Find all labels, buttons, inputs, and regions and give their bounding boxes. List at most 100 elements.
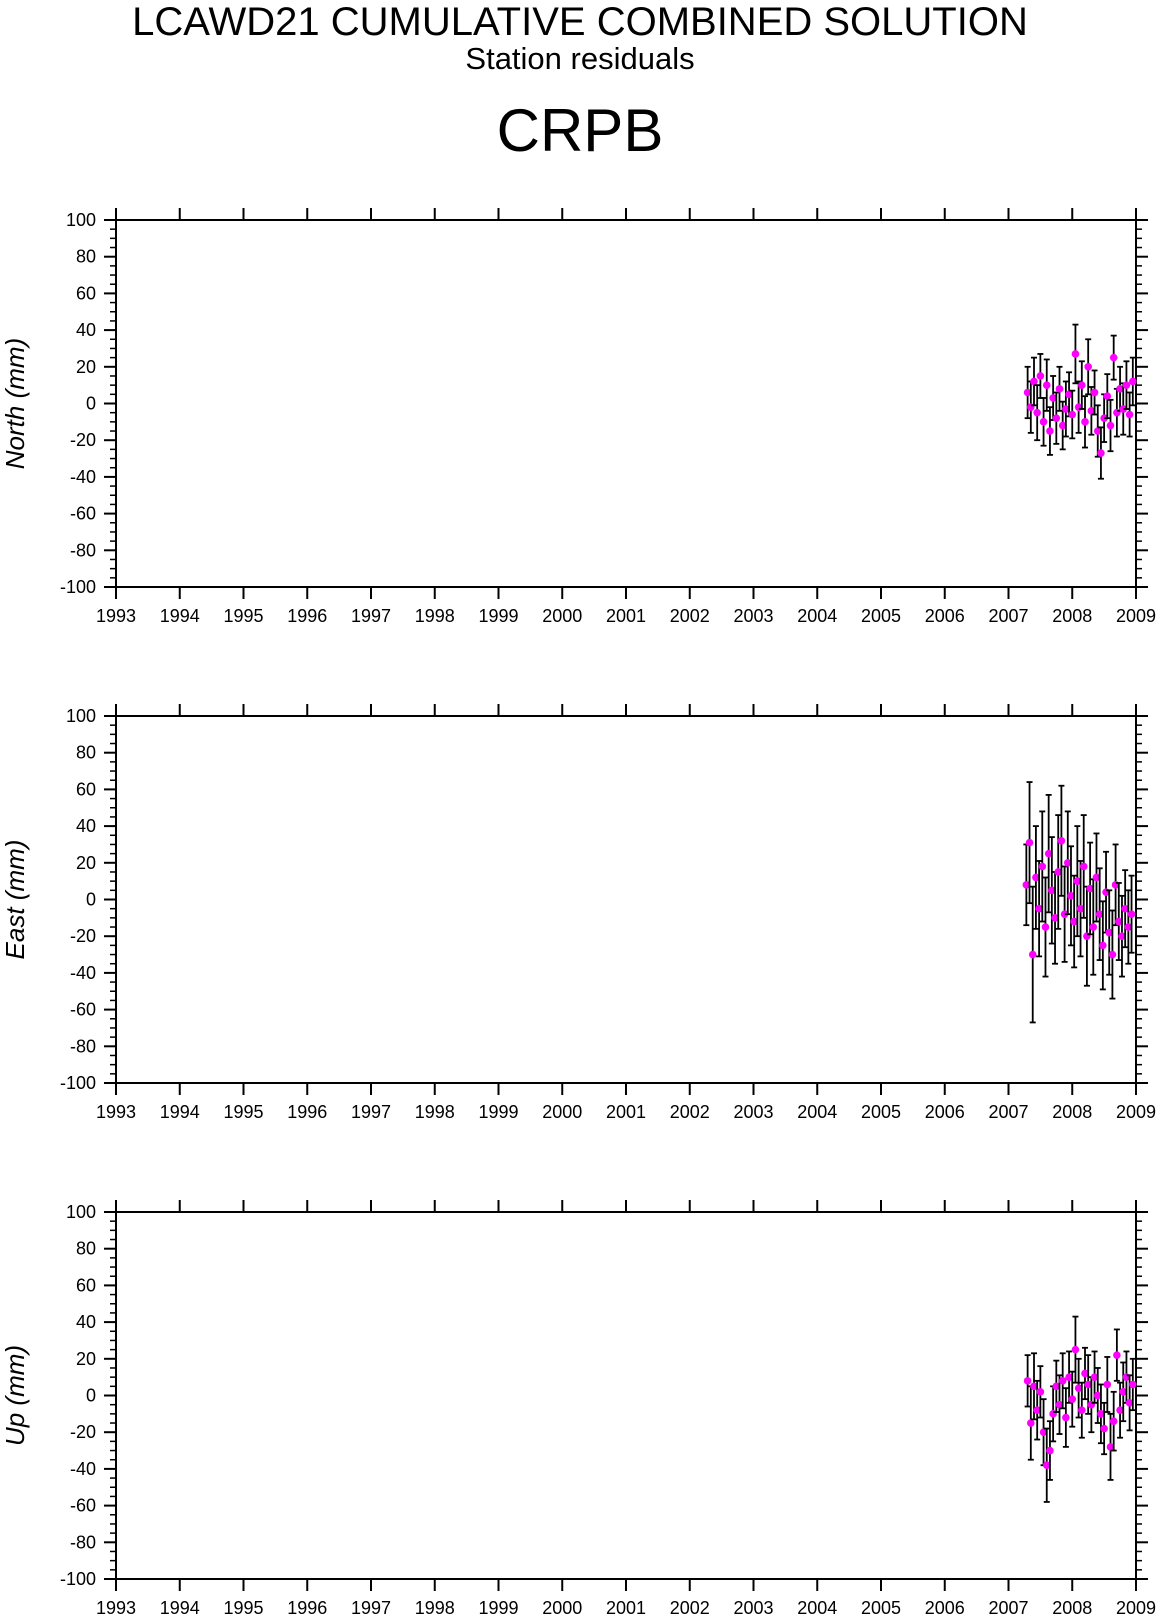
east-data-point <box>1060 910 1069 918</box>
chart-title: LCAWD21 CUMULATIVE COMBINED SOLUTION <box>132 0 1028 44</box>
east-data-point <box>1051 914 1059 922</box>
east-y-axis-label: East (mm) <box>0 840 30 960</box>
up-data-point <box>1090 1373 1099 1381</box>
north-data-point <box>1116 385 1124 393</box>
east-data-point <box>1057 836 1066 845</box>
north-y-tick-label: 20 <box>76 357 96 377</box>
east-data-point <box>1028 950 1037 959</box>
north-data-point <box>1023 388 1032 397</box>
up-x-tick-label: 2007 <box>988 1598 1028 1618</box>
up-y-tick-label: -80 <box>70 1532 96 1552</box>
up-x-tick-label: 2008 <box>1052 1598 1092 1618</box>
east-y-tick-label: -20 <box>70 926 96 946</box>
north-data-point <box>1078 381 1086 389</box>
north-y-tick-label: -60 <box>70 504 96 524</box>
east-data-point <box>1032 873 1040 882</box>
north-data-point <box>1071 350 1080 358</box>
up-x-tick-label: 2005 <box>861 1598 901 1618</box>
north-x-tick-label: 2000 <box>542 606 582 626</box>
east-y-tick-label: 0 <box>86 890 96 910</box>
east-data-point <box>1022 881 1031 889</box>
north-x-tick-label: 1998 <box>415 606 455 626</box>
north-y-tick-label: 60 <box>76 283 96 303</box>
north-data-point <box>1129 377 1137 386</box>
up-x-tick-label: 1996 <box>287 1598 327 1618</box>
chart-subtitle: Station residuals <box>465 41 695 76</box>
east-y-tick-label: 40 <box>76 816 96 836</box>
up-data-point <box>1042 1461 1051 1470</box>
north-data-point <box>1065 390 1073 399</box>
east-x-tick-label: 2003 <box>733 1102 773 1122</box>
up-data-point <box>1027 1419 1035 1427</box>
up-x-tick-label: 2006 <box>925 1598 965 1618</box>
up-x-tick-label: 1995 <box>223 1598 263 1618</box>
up-plot-frame <box>115 1211 1137 1580</box>
north-x-tick-label: 1997 <box>351 606 391 626</box>
north-x-tick-label: 2007 <box>988 606 1028 626</box>
east-plot-frame <box>115 715 1137 1084</box>
up-data-point <box>1039 1428 1048 1436</box>
north-data-point <box>1093 427 1102 435</box>
up-y-axis-label: Up (mm) <box>0 1345 30 1446</box>
up-data-point <box>1065 1373 1073 1381</box>
east-x-tick-label: 2000 <box>542 1102 582 1122</box>
east-x-tick-label: 2001 <box>606 1102 646 1122</box>
up-data-point <box>1062 1413 1070 1422</box>
up-data-point <box>1030 1382 1038 1391</box>
east-data-point <box>1035 904 1043 913</box>
east-data-point <box>1121 904 1129 913</box>
east-data-point <box>1067 892 1075 900</box>
north-x-tick-label: 2006 <box>925 606 965 626</box>
north-data-point <box>1100 414 1108 422</box>
north-data-point <box>1039 418 1048 426</box>
up-data-point <box>1068 1395 1077 1403</box>
east-data-point <box>1124 923 1133 931</box>
up-x-tick-label: 2002 <box>670 1598 710 1618</box>
up-data-point <box>1074 1384 1083 1392</box>
east-x-tick-label: 2007 <box>988 1102 1028 1122</box>
east-y-tick-label: 80 <box>76 743 96 763</box>
up-data-point <box>1116 1406 1124 1414</box>
east-x-tick-label: 1995 <box>223 1102 263 1122</box>
up-data-point <box>1103 1380 1112 1389</box>
north-x-tick-label: 2009 <box>1116 606 1156 626</box>
east-data-point <box>1038 862 1047 871</box>
north-x-tick-label: 1994 <box>160 606 200 626</box>
up-y-tick-label: 100 <box>66 1202 96 1222</box>
east-data-point <box>1076 904 1085 913</box>
north-x-tick-label: 1999 <box>478 606 518 626</box>
east-x-tick-label: 2005 <box>861 1102 901 1122</box>
north-data-point <box>1109 353 1118 362</box>
north-y-tick-label: 100 <box>66 210 96 230</box>
north-data-point <box>1122 381 1131 389</box>
up-data-point <box>1046 1446 1054 1455</box>
up-data-point <box>1023 1377 1032 1385</box>
north-y-tick-label: 0 <box>86 394 96 414</box>
up-y-tick-label: 80 <box>76 1239 96 1259</box>
north-x-tick-label: 2001 <box>606 606 646 626</box>
north-plot-frame <box>115 219 1137 588</box>
north-data-point <box>1033 408 1041 417</box>
up-x-tick-label: 2000 <box>542 1598 582 1618</box>
up-y-tick-label: -100 <box>60 1569 96 1589</box>
north-data-point <box>1125 410 1134 419</box>
up-y-tick-label: 60 <box>76 1275 96 1295</box>
east-data-point <box>1048 886 1056 895</box>
east-data-point <box>1105 928 1114 937</box>
east-x-tick-label: 2004 <box>797 1102 837 1122</box>
up-data-point <box>1106 1443 1115 1451</box>
station-name: CRPB <box>496 97 664 164</box>
east-data-point <box>1073 877 1082 885</box>
north-y-tick-label: 40 <box>76 320 96 340</box>
north-y-tick-label: -20 <box>70 430 96 450</box>
east-y-tick-label: -100 <box>60 1073 96 1093</box>
up-data-point <box>1097 1410 1105 1418</box>
up-data-point <box>1033 1406 1041 1414</box>
east-data-point <box>1092 873 1101 882</box>
north-x-tick-label: 1996 <box>287 606 327 626</box>
north-data-point <box>1049 394 1057 402</box>
up-data-point <box>1071 1345 1080 1354</box>
east-x-tick-label: 2006 <box>925 1102 965 1122</box>
north-data-point <box>1103 392 1112 400</box>
north-x-tick-label: 1995 <box>223 606 263 626</box>
